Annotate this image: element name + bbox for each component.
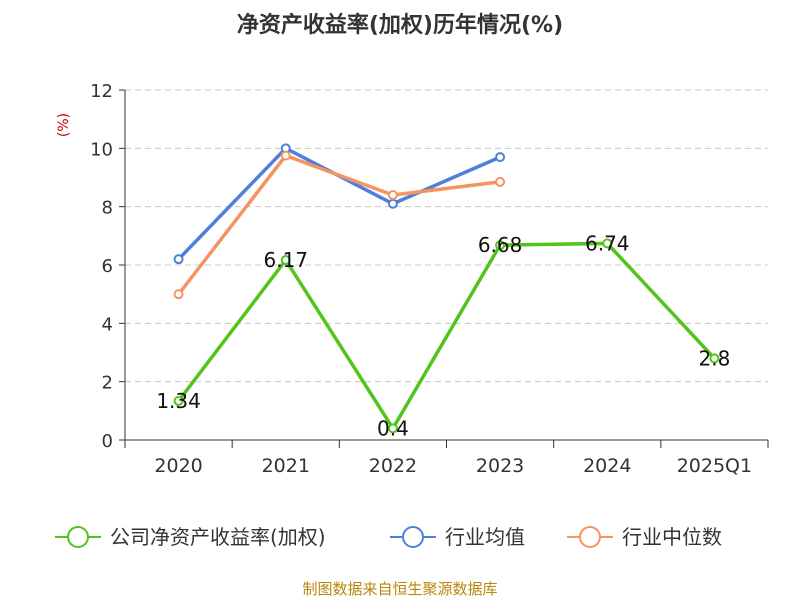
y-tick-label: 4 [102,314,113,335]
series-point-2 [173,289,184,300]
y-tick-label: 0 [102,431,113,452]
y-tick-label: 10 [90,139,113,160]
series-point-0 [602,238,613,249]
x-tick-label: 2023 [476,455,524,477]
legend-label: 行业中位数 [622,525,722,549]
x-tick-label: 2025Q1 [677,455,752,477]
y-tick-label: 12 [90,81,113,102]
x-tick-label: 2021 [262,455,310,477]
series-point-2 [280,150,291,161]
legend-label: 行业均值 [445,525,525,549]
series-point-0 [495,240,506,251]
legend-label: 公司净资产收益率(加权) [110,525,326,549]
y-tick-label: 8 [102,198,113,219]
legend-item-1: 行业均值 [390,525,525,549]
series-line-1 [176,146,502,261]
series-point-0 [280,255,291,266]
x-tick-label: 2022 [369,455,417,477]
legend-marker [579,526,601,548]
data-label: 2.8 [699,346,731,370]
series-layer [173,143,720,434]
data-label: 1.34 [156,389,201,413]
legend-item-2: 行业中位数 [567,525,722,549]
legend-marker [67,526,89,548]
data-label: 6.17 [263,248,308,272]
y-tick-label: 6 [102,256,113,277]
series-line-2 [176,153,502,296]
grid-layer [125,89,768,383]
legend-item-0: 公司净资产收益率(加权) [55,525,326,549]
axis-layer: 0 2 4 6 8 10 12 2020 2021 2022 2023 2024 2025Q1 [90,81,769,477]
x-tick-label: 2024 [583,455,631,477]
y-axis-label: (%) [56,113,72,137]
data-label: 0.4 [377,416,409,440]
series-point-1 [495,152,506,163]
series-line-0 [176,241,717,431]
data-label: 6.74 [585,231,630,255]
source-footnote: 制图数据来自恒生聚源数据库 [302,580,497,598]
series-point-1 [387,198,398,209]
series-point-2 [387,190,398,200]
legend: 公司净资产收益率(加权) 行业均值 行业中位数 [55,525,722,549]
y-tick-label: 2 [102,373,113,394]
data-label-layer: 1.34 6.17 0.4 6.68 6.74 2.8 [156,231,730,440]
series-point-0 [709,353,720,364]
chart-title: 净资产收益率(加权)历年情况(%) [237,12,563,38]
series-point-2 [495,176,506,187]
series-point-0 [387,423,398,434]
series-point-1 [173,254,184,265]
x-tick-label: 2020 [154,455,202,477]
data-label: 6.68 [478,233,523,257]
series-point-0 [173,395,184,406]
legend-marker [402,526,424,548]
